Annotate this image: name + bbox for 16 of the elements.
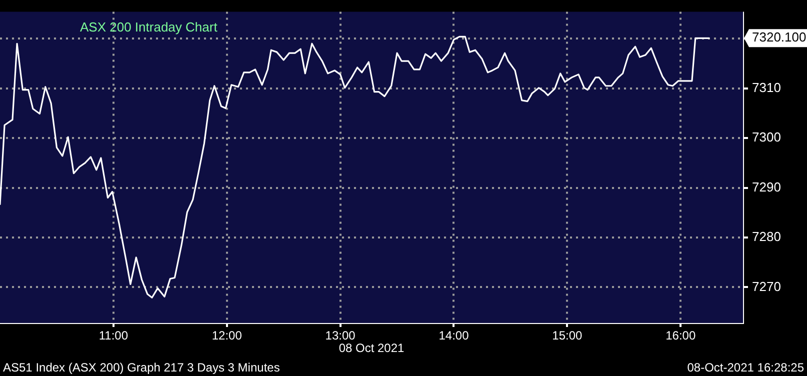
x-tick-label: 14:00 <box>438 328 470 343</box>
x-axis-title: 08 Oct 2021 <box>338 341 405 356</box>
y-tick-label: 7270 <box>752 278 781 294</box>
y-tick-label: 7310 <box>752 80 781 95</box>
text: AS51 Index (ASX 200) Graph 217 3 Days 3 Minutes <box>3 360 280 374</box>
x-tick-label: 15:00 <box>552 328 583 343</box>
x-tick-label: 16:00 <box>666 328 696 343</box>
x-tick-label: 13:00 <box>325 328 356 343</box>
text: 08-Oct-2021 16:28:25 <box>687 360 804 374</box>
y-tick-label: 7290 <box>752 179 781 194</box>
text: 7320.100 <box>752 30 806 45</box>
x-tick-label: 12:00 <box>212 328 242 343</box>
y-tick-label: 7280 <box>752 229 781 244</box>
x-tick-label: 11:00 <box>98 328 128 343</box>
y-tick-label: 7300 <box>752 130 781 145</box>
text: ASX 200 Intraday Chart <box>80 19 218 34</box>
